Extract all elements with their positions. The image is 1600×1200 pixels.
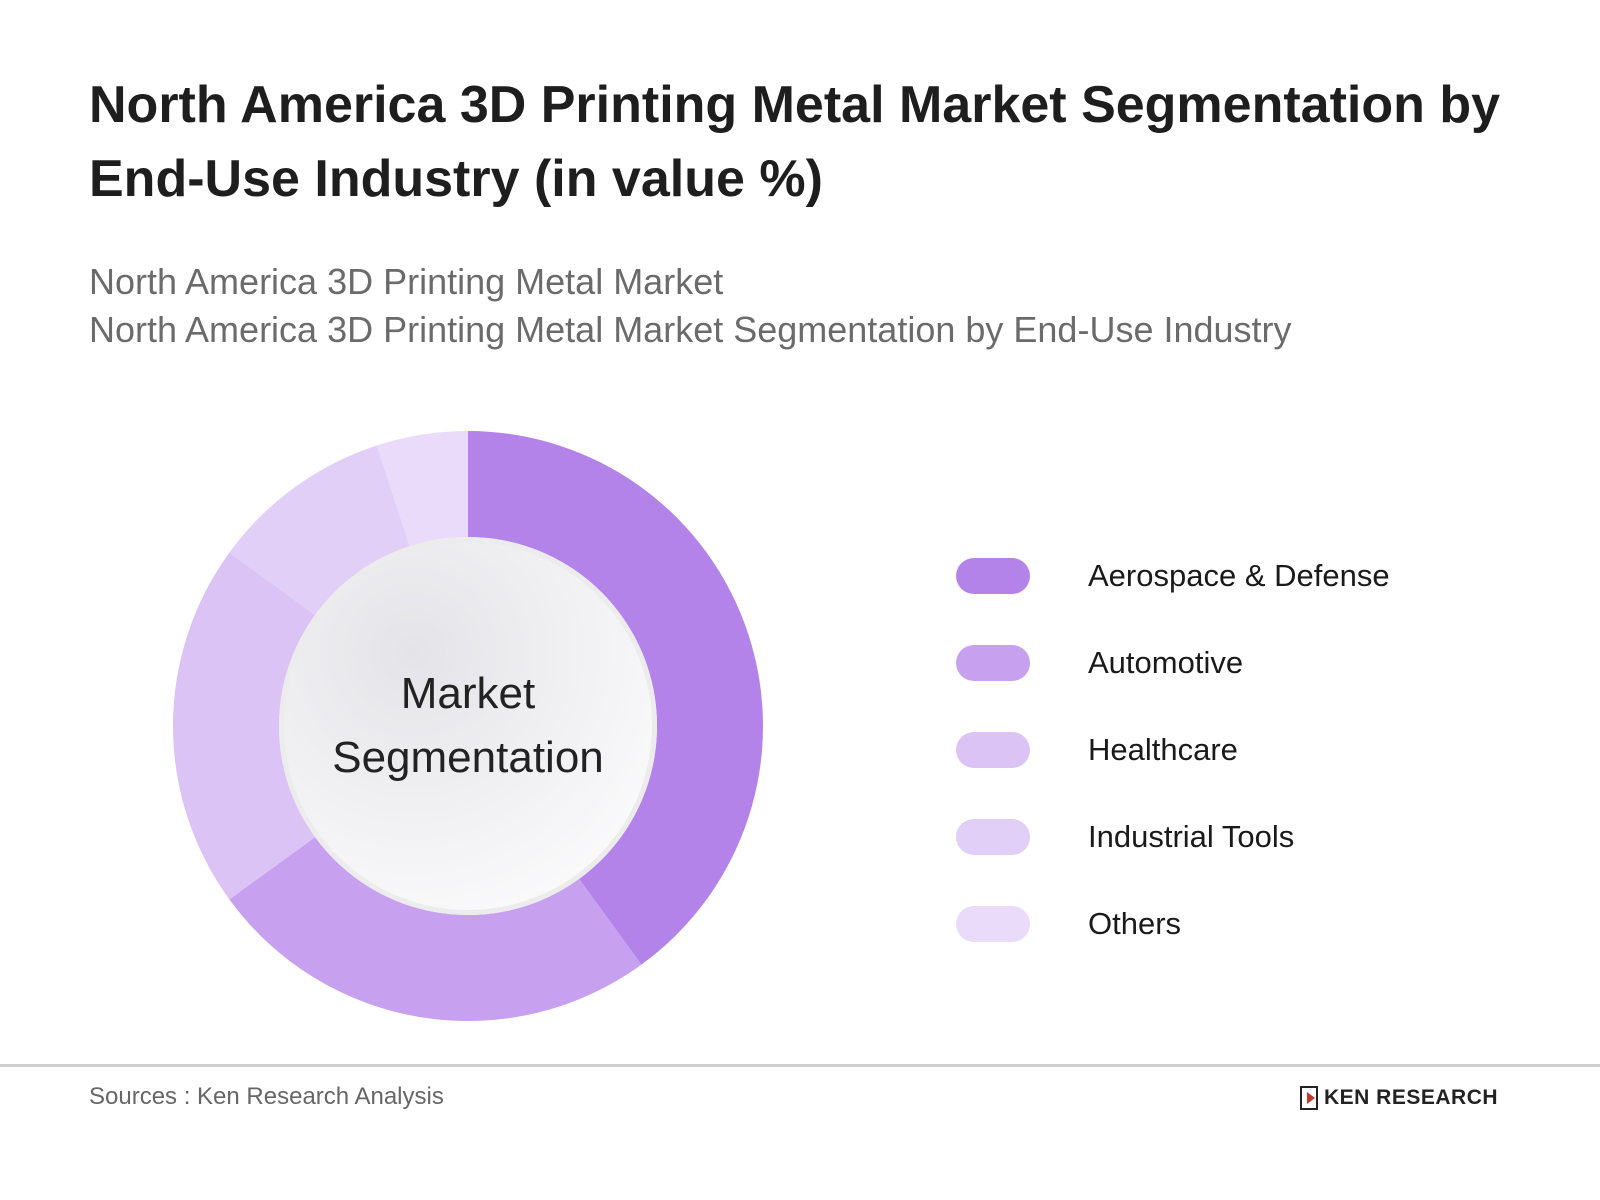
chart-subtitle: North America 3D Printing Metal Market N…	[89, 258, 1292, 354]
legend-swatch	[956, 905, 1030, 942]
legend: Aerospace & Defense Automotive Healthcare I…	[956, 532, 1390, 967]
ken-research-logo: KEN RESEARCH	[1300, 1086, 1498, 1110]
slice-aerospace-defense	[468, 431, 764, 965]
donut-hole	[284, 542, 652, 910]
legend-item: Automotive	[956, 619, 1390, 706]
legend-item: Healthcare	[956, 706, 1390, 793]
legend-item: Industrial Tools	[956, 793, 1390, 880]
slice-automotive	[229, 837, 642, 1021]
legend-label: Aerospace & Defense	[1088, 557, 1390, 593]
legend-label: Industrial Tools	[1088, 818, 1295, 854]
slice-industrial-tools	[229, 445, 410, 615]
legend-swatch	[956, 818, 1030, 855]
sources-note: Sources : Ken Research Analysis	[89, 1083, 444, 1110]
logo-text: KEN RESEARCH	[1324, 1086, 1499, 1109]
legend-label: Others	[1088, 905, 1182, 941]
legend-swatch	[956, 557, 1030, 594]
legend-swatch	[956, 731, 1030, 768]
center-label-line-1: Market	[400, 669, 536, 718]
legend-label: Healthcare	[1088, 731, 1238, 767]
chart-title: North America 3D Printing Metal Market S…	[89, 76, 1501, 208]
subtitle-line-2: North America 3D Printing Metal Market S…	[89, 309, 1292, 350]
footer-divider	[0, 1064, 1600, 1067]
legend-item: Others	[956, 880, 1390, 967]
center-label: Market Segmentation	[288, 662, 648, 790]
slice-healthcare	[173, 552, 316, 900]
legend-label: Automotive	[1088, 644, 1244, 680]
legend-swatch	[956, 644, 1030, 681]
logo-mark-icon	[1300, 1086, 1318, 1110]
slice-others	[376, 431, 468, 547]
center-label-line-2: Segmentation	[332, 733, 604, 782]
legend-item: Aerospace & Defense	[956, 532, 1390, 619]
subtitle-line-1: North America 3D Printing Metal Market	[89, 261, 724, 302]
